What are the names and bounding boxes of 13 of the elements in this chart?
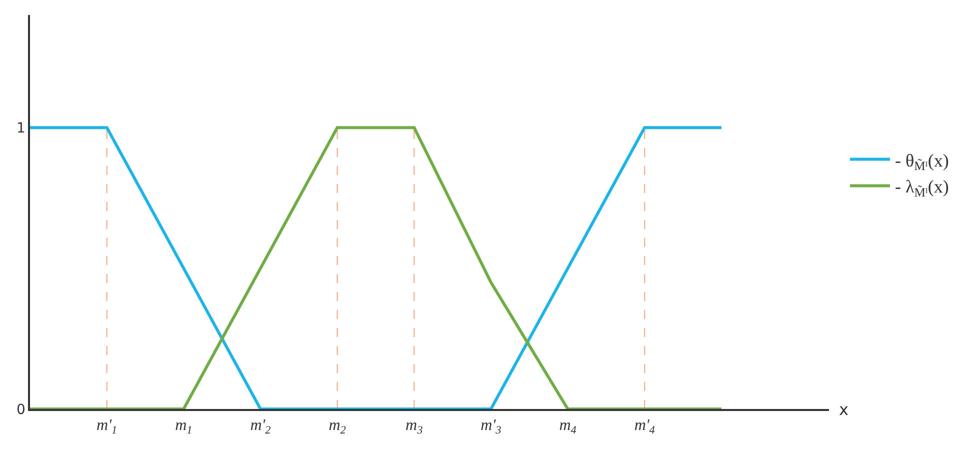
x-axis-title: x xyxy=(839,400,848,419)
x-tick-label: m'$_{1}$ xyxy=(96,416,118,436)
y-tick-label: 1 xyxy=(16,120,26,136)
y-tick-label: 0 xyxy=(16,402,26,418)
x-tick-label: m'$_{4}$ xyxy=(634,416,656,436)
x-tick-label: m'$_{2}$ xyxy=(250,416,272,436)
x-tick-label: m$_{1}$ xyxy=(175,416,192,436)
x-tick-label: m$_{2}$ xyxy=(328,416,346,436)
legend-label: - λ$_{M̃ᴵ}$(x) xyxy=(894,176,949,200)
legend-label: - θ$_{M̃ᴵ}$(x) xyxy=(894,150,949,174)
x-tick-label: m$_{4}$ xyxy=(559,416,577,436)
x-tick-label: m$_{3}$ xyxy=(406,416,424,436)
x-tick-label: m'$_{3}$ xyxy=(480,416,502,436)
